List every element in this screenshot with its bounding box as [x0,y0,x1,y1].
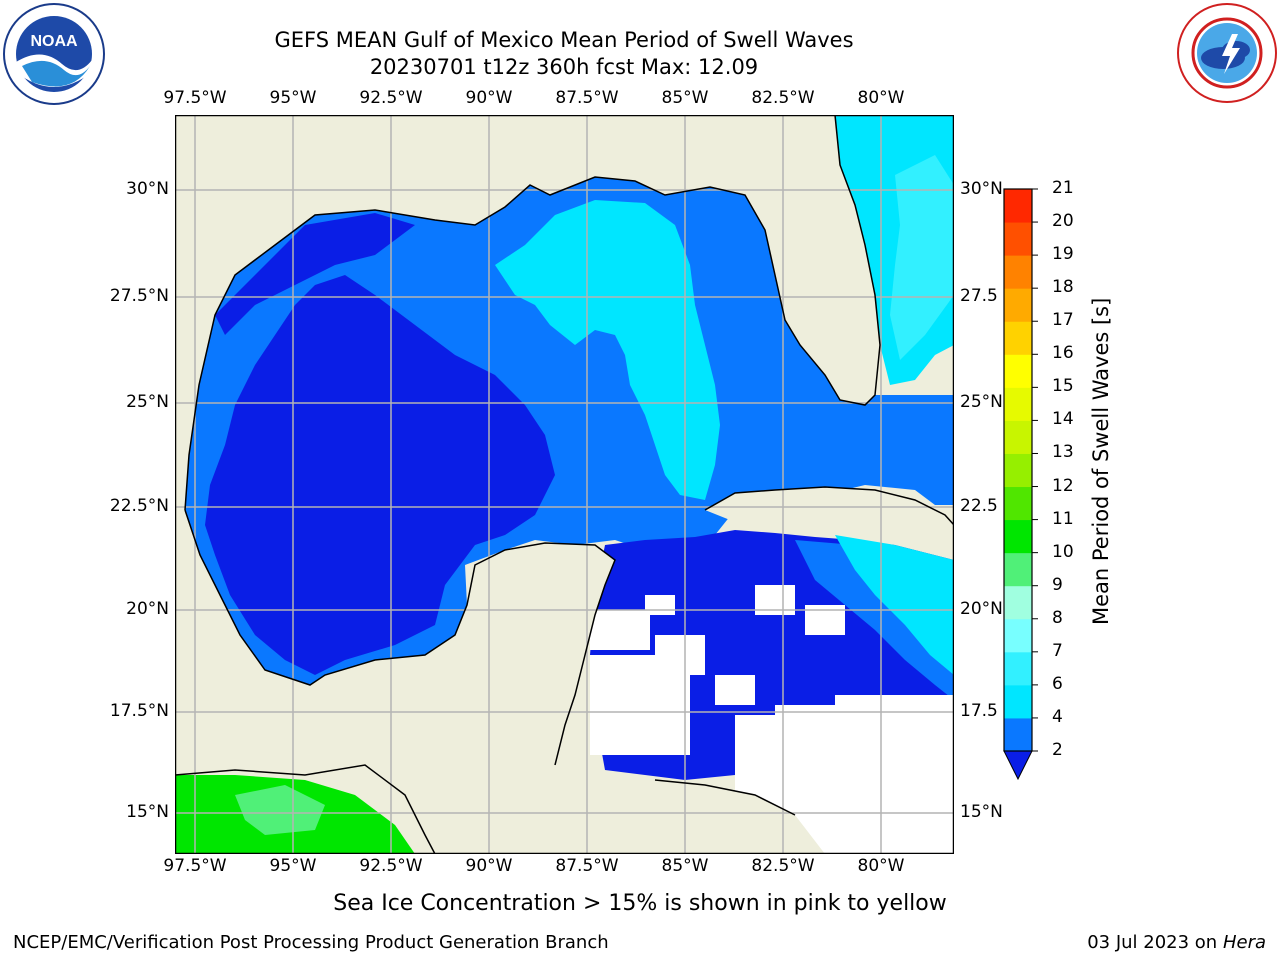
colorbar-level-label: 8 [1052,607,1063,628]
yucatan-peninsula [465,543,615,775]
lat-label-left: 25°N [126,392,169,412]
noaa-logo-text: NOAA [30,33,78,50]
colorbar-bin [1004,189,1032,223]
colorbar-bin [1004,519,1032,554]
colorbar-bin [1004,387,1032,421]
colorbar-level-label: 14 [1052,409,1074,430]
colorbar-level-label: 19 [1052,244,1074,265]
colorbar-level-label: 10 [1052,541,1074,562]
colorbar-level-label: 2 [1052,740,1063,760]
lat-label-left: 15°N [126,802,169,822]
lat-label-right: 22.5 [960,496,998,516]
chart-title-line2: 20230701 t12z 360h fcst Max: 12.09 [369,55,759,79]
colorbar-level-label: 4 [1052,706,1063,727]
colorbar-bin [1004,552,1032,587]
lon-label-top: 97.5°W [163,88,227,108]
lon-label-top: 82.5°W [751,88,815,108]
lat-label-left: 17.5°N [109,701,169,721]
colorbar-bin [1004,585,1032,620]
lon-label-bottom: 95°W [269,856,317,876]
colorbar-level-label: 13 [1052,442,1074,463]
lat-label-left: 30°N [126,179,169,199]
colorbar-level-label: 18 [1052,277,1074,298]
colorbar-level-label: 16 [1052,343,1074,364]
lat-label-left: 27.5°N [109,286,169,306]
chart-title-line1: GEFS MEAN Gulf of Mexico Mean Period of … [274,28,854,52]
colorbar-level-label: 6 [1052,673,1063,694]
lat-label-right: 30°N [960,179,1003,199]
lon-label-bottom: 87.5°W [555,856,619,876]
lat-label-left: 20°N [126,599,169,619]
colorbar-bin [1004,222,1032,256]
colorbar-bin [1004,684,1032,719]
colorbar-extend-triangle [1003,750,1033,781]
colorbar-level-label: 12 [1052,475,1074,496]
colorbar-bin [1004,354,1032,388]
lon-label-bottom: 97.5°W [163,856,227,876]
lat-label-left: 22.5°N [109,496,169,516]
lon-label-top: 85°W [661,88,709,108]
colorbar [1003,188,1038,781]
lon-label-top: 92.5°W [359,88,423,108]
colorbar-level-label: 17 [1052,310,1074,331]
lon-label-bottom: 82.5°W [751,856,815,876]
colorbar-bin [1004,321,1032,355]
lon-label-top: 95°W [269,88,317,108]
colorbar-title: Mean Period of Swell Waves [s] [1089,297,1113,625]
lon-label-bottom: 90°W [465,856,513,876]
credit-text: NCEP/EMC/Verification Post Processing Pr… [13,932,609,953]
map-frame [175,115,954,854]
lon-label-top: 87.5°W [555,88,619,108]
cuba-island [705,487,954,540]
graticule [175,115,954,854]
pacific-swell-9-10s [235,785,325,835]
colorbar-level-label: 11 [1052,508,1074,529]
machine-name: Hera [1222,932,1266,953]
lon-label-top: 80°W [857,88,905,108]
colorbar-level-label: 20 [1052,211,1074,232]
noaa-logo: NOAA [3,3,105,105]
colorbar-level-label: 9 [1052,574,1063,595]
nws-logo [1177,3,1277,103]
lat-label-right: 17.5 [960,701,998,721]
coastline [175,115,954,854]
lat-label-right: 15°N [960,802,1003,822]
sea-ice-note: Sea Ice Concentration > 15% is shown in … [333,891,947,916]
lat-label-right: 20°N [960,599,1003,619]
colorbar-bin [1004,717,1032,752]
colorbar-bin [1004,651,1032,686]
date-text: 03 Jul 2023 on Hera [1087,932,1266,953]
date-value: 03 Jul 2023 on [1087,932,1223,953]
lat-label-right: 25°N [960,392,1003,412]
colorbar-bin [1004,486,1032,521]
lon-label-bottom: 80°W [857,856,905,876]
colorbar-bin [1004,288,1032,322]
lon-label-top: 90°W [465,88,513,108]
colorbar-level-label: 21 [1052,178,1074,198]
colorbar-level-label: 7 [1052,640,1063,661]
atlantic-swell-6-7s [890,155,954,360]
colorbar-level-label: 15 [1052,376,1074,397]
lat-label-right: 27.5 [960,286,998,306]
colorbar-bin [1004,453,1032,488]
map-plot-area [175,115,954,854]
colorbar-bin [1004,255,1032,289]
lon-label-bottom: 92.5°W [359,856,423,876]
colorbar-bin [1004,618,1032,653]
colorbar-frame [1003,188,1033,752]
caribbean-no-data-patches [590,585,954,854]
caribbean-swell-4-6s [835,535,954,675]
gulf-swell-0-2s-north [215,213,415,335]
gulf-swell-4-6s-central [495,200,720,500]
colorbar-bin [1004,420,1032,454]
lon-label-bottom: 85°W [661,856,709,876]
